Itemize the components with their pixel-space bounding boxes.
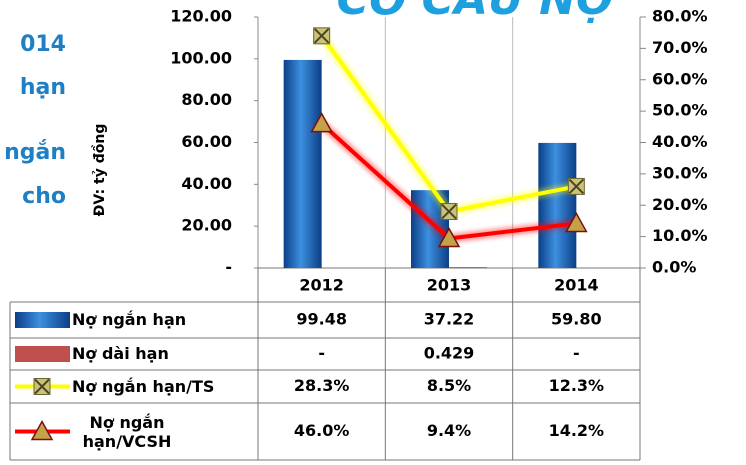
table-cell: 12.3%: [549, 376, 605, 395]
table-cell: 14.2%: [549, 421, 605, 440]
marker: [30, 419, 54, 441]
y-tick-label: 120.00: [170, 7, 232, 26]
bar: [283, 59, 322, 268]
marker: [567, 177, 585, 195]
y2-tick-label: 80.0%: [652, 7, 708, 26]
x-tick-label: 2012: [299, 276, 344, 295]
bar: [449, 267, 487, 268]
marker: [310, 112, 333, 133]
table-cell: 46.0%: [294, 421, 350, 440]
marker: [440, 203, 458, 221]
table-cell: 59.80: [551, 310, 602, 329]
marker: [313, 27, 331, 45]
line: [320, 34, 577, 214]
legend-key: [15, 312, 70, 328]
y-tick-label: 100.00: [170, 48, 232, 67]
table-cell: -: [573, 344, 580, 363]
y2-tick-label: 70.0%: [652, 38, 708, 57]
y2-tick-label: 30.0%: [652, 163, 708, 182]
y-tick-label: 20.00: [181, 216, 232, 235]
x-tick-label: 2013: [427, 276, 472, 295]
y-tick-label: 80.00: [181, 90, 232, 109]
y2-tick-label: 40.0%: [652, 132, 708, 151]
y-tick-label: 40.00: [181, 174, 232, 193]
y2-tick-label: 60.0%: [652, 69, 708, 88]
side-text: ngắn: [4, 139, 66, 165]
side-text: cho: [22, 184, 66, 209]
side-text: hạn: [20, 75, 66, 100]
y-axis-label: ĐV: tỷ đồng: [91, 124, 108, 217]
side-text: 014: [20, 32, 66, 57]
chart-title: CƠ CẤU NỢ: [337, 0, 616, 25]
legend-key: [15, 346, 70, 362]
table-cell: -: [318, 344, 325, 363]
legend-label: Nợ ngắn hạn/TS: [72, 376, 215, 396]
y-tick-label: 60.00: [181, 132, 232, 151]
table-cell: 37.22: [424, 310, 475, 329]
y2-tick-label: 0.0%: [652, 258, 696, 277]
table-cell: 28.3%: [294, 376, 350, 395]
y2-tick-label: 50.0%: [652, 101, 708, 120]
legend-label: Nợ ngắn hạn: [72, 310, 187, 329]
table-cell: 99.48: [296, 310, 347, 329]
y2-tick-label: 20.0%: [652, 195, 708, 214]
marker: [565, 211, 588, 233]
legend-label: Nợ ngắn hạn/VCSH: [82, 412, 172, 451]
marker: [33, 378, 51, 395]
line-glow: [318, 33, 578, 217]
table-cell: 8.5%: [427, 376, 471, 395]
x-tick-label: 2014: [554, 276, 599, 295]
marker: [437, 226, 461, 248]
table-cell: 0.429: [424, 344, 475, 363]
y-tick-label: -: [225, 258, 232, 277]
y2-tick-label: 10.0%: [652, 226, 708, 245]
bar: [538, 142, 577, 268]
legend-label: Nợ dài hạn: [72, 344, 169, 363]
table-cell: 9.4%: [427, 421, 471, 440]
